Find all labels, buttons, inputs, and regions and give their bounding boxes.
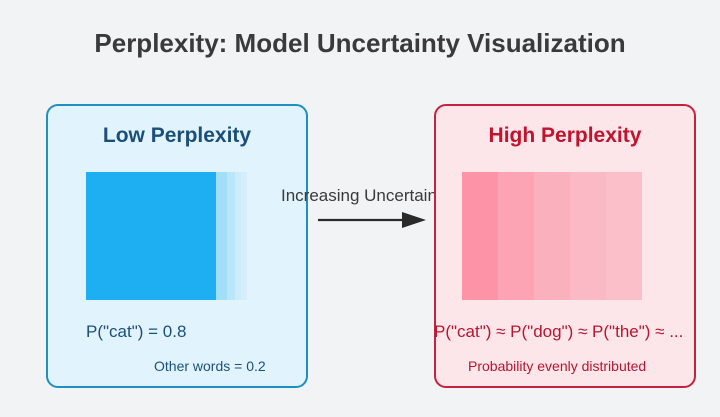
low-probability-segment-1: [86, 172, 216, 300]
low-perplexity-title: Low Perplexity: [102, 124, 252, 147]
low-probability-text: P("cat") = 0.8: [86, 322, 187, 341]
low-perplexity-panel: Low Perplexity P("cat") = 0.8 Other word…: [46, 104, 308, 388]
low-perplexity-distribution: [86, 172, 248, 300]
low-probability-segment-4: [235, 172, 241, 300]
low-probability-segment-3: [227, 172, 235, 300]
high-probability-segment-5: [606, 172, 642, 300]
low-probability-segment-5: [241, 172, 247, 300]
high-probability-segment-1: [462, 172, 498, 300]
high-perplexity-distribution: [462, 172, 644, 300]
arrow-label: Increasing Uncertainty: [281, 186, 451, 205]
right-arrow-icon: [318, 212, 426, 228]
high-probability-segment-2: [498, 172, 534, 300]
low-probability-note: Other words = 0.2: [154, 358, 266, 374]
high-probability-text: P("cat") ≈ P("dog") ≈ P("the") ≈ ...: [434, 322, 684, 341]
high-probability-segment-3: [534, 172, 570, 300]
low-probability-segment-2: [216, 172, 227, 300]
high-probability-note: Probability evenly distributed: [468, 358, 647, 374]
diagram-title: Perplexity: Model Uncertainty Visualizat…: [94, 28, 626, 58]
high-perplexity-title: High Perplexity: [488, 124, 642, 147]
high-probability-segment-4: [570, 172, 606, 300]
high-perplexity-panel: High Perplexity P("cat") ≈ P("dog") ≈ P(…: [434, 104, 696, 388]
